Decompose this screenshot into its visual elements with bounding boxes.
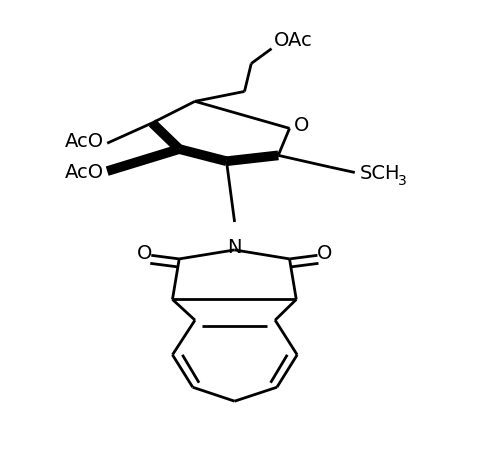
- Text: AcO: AcO: [65, 163, 104, 182]
- Text: O: O: [293, 116, 309, 135]
- Text: N: N: [227, 238, 242, 257]
- Text: 3: 3: [397, 173, 406, 188]
- Text: AcO: AcO: [65, 132, 104, 151]
- Text: O: O: [136, 244, 151, 263]
- Text: O: O: [316, 244, 332, 263]
- Text: SCH: SCH: [359, 164, 399, 183]
- Text: OAc: OAc: [273, 31, 312, 50]
